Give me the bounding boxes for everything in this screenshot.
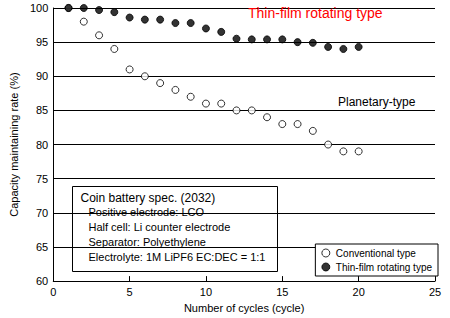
- svg-text:Thin-film rotating type: Thin-film rotating type: [336, 262, 433, 273]
- svg-text:100: 100: [30, 2, 48, 14]
- svg-text:65: 65: [36, 241, 48, 253]
- svg-text:85: 85: [36, 104, 48, 116]
- svg-text:90: 90: [36, 70, 48, 82]
- svg-text:15: 15: [276, 286, 288, 298]
- svg-text:Coin battery spec. (2032): Coin battery spec. (2032): [81, 191, 216, 205]
- svg-text:Capacity maintaining rate (%): Capacity maintaining rate (%): [8, 72, 20, 216]
- svg-text:10: 10: [200, 286, 212, 298]
- svg-text:Thin-film rotating type: Thin-film rotating type: [248, 5, 383, 21]
- svg-text:Number of cycles (cycle): Number of cycles (cycle): [184, 302, 304, 314]
- svg-text:0: 0: [50, 286, 56, 298]
- svg-text:95: 95: [36, 36, 48, 48]
- svg-text:Planetary-type: Planetary-type: [338, 95, 416, 109]
- svg-text:Separator: Polyethylene: Separator: Polyethylene: [89, 236, 206, 248]
- svg-text:5: 5: [127, 286, 133, 298]
- svg-text:Electrolyte: 1M LiPF6 EC:DEC =: Electrolyte: 1M LiPF6 EC:DEC = 1:1: [89, 251, 266, 263]
- svg-text:70: 70: [36, 207, 48, 219]
- svg-text:Conventional type: Conventional type: [336, 248, 416, 259]
- svg-text:25: 25: [429, 286, 441, 298]
- svg-text:60: 60: [36, 275, 48, 287]
- svg-text:Half cell: Li counter electrod: Half cell: Li counter electrode: [89, 221, 231, 233]
- svg-text:75: 75: [36, 173, 48, 185]
- svg-text:80: 80: [36, 139, 48, 151]
- svg-text:Positive electrode: LCO: Positive electrode: LCO: [89, 206, 205, 218]
- svg-text:20: 20: [353, 286, 365, 298]
